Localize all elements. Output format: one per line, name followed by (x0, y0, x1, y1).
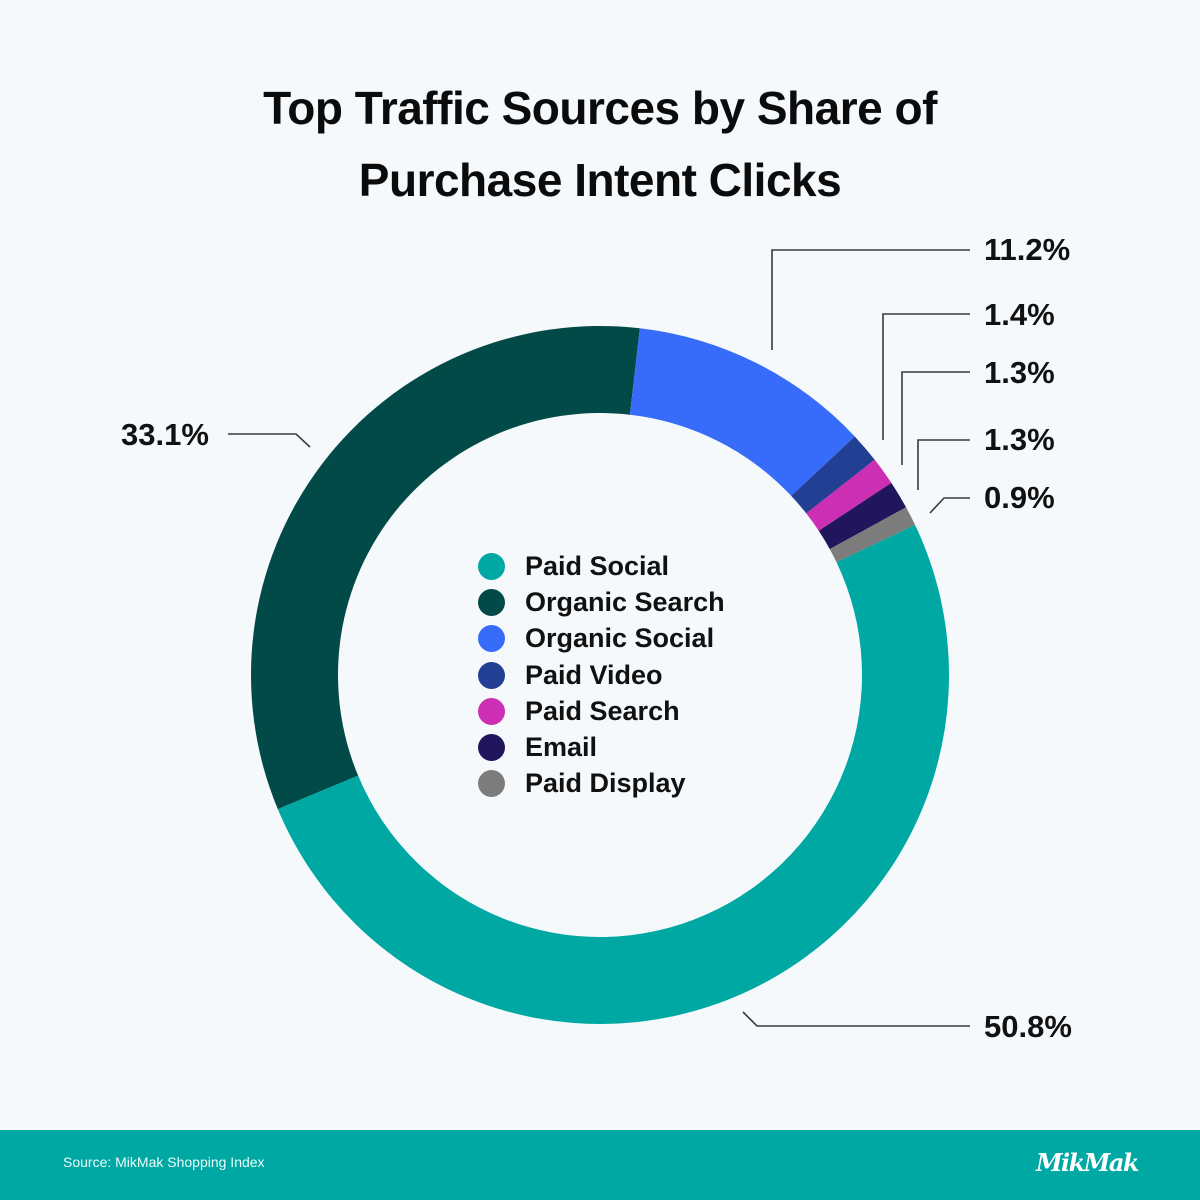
chart-title-line-1: Top Traffic Sources by Share of (263, 82, 937, 134)
chart-title-line-2: Purchase Intent Clicks (358, 154, 842, 206)
legend-label: Paid Display (525, 768, 686, 799)
source-note: Source: MikMak Shopping Index (63, 1154, 265, 1170)
leader-line-organic-search (228, 433, 311, 448)
slice-organic-search (250, 325, 640, 810)
label-paid-display: 0.9% (984, 480, 1055, 515)
legend-item: Paid Video (478, 657, 725, 693)
legend-swatch-icon (478, 770, 505, 798)
label-email: 1.3% (984, 422, 1055, 457)
leader-line-paid-video (882, 313, 970, 440)
leader-line-paid-search (901, 371, 970, 465)
label-paid-search: 1.3% (984, 355, 1055, 390)
donut-slices (250, 325, 949, 1024)
leader-line-paid-display (929, 497, 970, 514)
legend-label: Paid Search (525, 695, 680, 726)
legend-swatch-icon (478, 625, 505, 653)
leader-lines (228, 249, 970, 1027)
legend-swatch-icon (478, 734, 505, 762)
legend-item: Paid Social (478, 548, 725, 584)
legend-item: Paid Search (478, 693, 725, 729)
legend-label: Organic Search (525, 586, 725, 617)
legend-label: Paid Video (525, 659, 663, 690)
leader-line-paid-social (742, 1011, 970, 1027)
legend-label: Paid Social (525, 550, 670, 581)
legend-item: Organic Social (478, 621, 725, 657)
slice-email (818, 482, 907, 550)
legend-swatch-icon (478, 661, 505, 689)
legend: Paid Social Organic Search Organic Social P… (478, 548, 725, 802)
legend-item: Paid Display (478, 766, 725, 802)
footer: Source: MikMak Shopping Index MikMak (0, 1130, 1200, 1200)
slice-organic-social (629, 328, 855, 496)
slice-paid-video (791, 436, 875, 514)
legend-item: Email (478, 729, 725, 765)
legend-swatch-icon (478, 697, 505, 725)
slice-paid-display (829, 507, 916, 563)
legend-label: Email (525, 732, 598, 763)
leader-line-organic-social (771, 249, 970, 350)
leader-line-email (917, 439, 970, 490)
slice-paid-search (806, 459, 892, 531)
legend-label: Organic Social (525, 623, 715, 654)
slice-paid-social (277, 524, 949, 1024)
label-organic-social: 11.2% (984, 232, 1071, 267)
label-paid-video: 1.4% (984, 297, 1055, 332)
legend-swatch-icon (478, 552, 505, 580)
label-organic-search: 33.1% (121, 417, 209, 452)
chart-title: Top Traffic Sources by Share of Purchase… (0, 72, 1200, 216)
legend-item: Organic Search (478, 584, 725, 620)
label-paid-social: 50.8% (984, 1009, 1072, 1044)
mikmak-logo: MikMak (1035, 1148, 1140, 1177)
legend-swatch-icon (478, 588, 505, 616)
